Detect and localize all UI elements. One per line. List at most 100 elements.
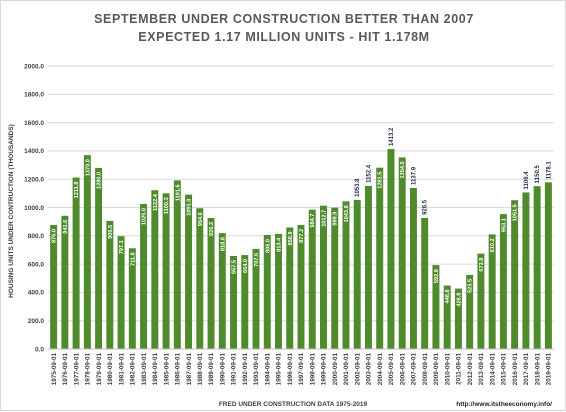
bar [443, 285, 451, 349]
data-label: 806.0 [265, 239, 271, 253]
chart-subtitle: EXPECTED 1.17 MILLION UNITS - HIT 1.178M [138, 30, 429, 44]
x-axis-ticks: 1975-09-01 1976-09-01 1977-09-01 1978-09-01… [51, 353, 553, 386]
data-label: 1413.2 [389, 127, 395, 146]
bar [61, 215, 69, 349]
bar [140, 203, 148, 349]
y-tick-label: 0.0 [35, 346, 44, 353]
bar [466, 274, 474, 349]
x-tick-label: 1992-09-01 [242, 353, 249, 386]
data-label: 1137.9 [411, 166, 417, 185]
x-tick-label: 2009-09-01 [433, 353, 440, 386]
x-tick-label: 2015-09-01 [501, 353, 508, 386]
bar [376, 167, 384, 349]
data-label: 523.5 [468, 279, 474, 293]
data-label: 994.6 [198, 212, 204, 226]
data-label: 1043.8 [344, 205, 350, 222]
data-label: 592.8 [434, 269, 440, 283]
data-label: 905.5 [108, 225, 114, 239]
y-tick-label: 1800.0 [24, 92, 44, 99]
x-tick-label: 1983-09-01 [141, 353, 148, 386]
bar [230, 255, 238, 349]
data-label: 810.2 [490, 238, 496, 252]
bar [398, 157, 406, 349]
bar [477, 253, 485, 349]
x-tick-label: 2014-09-01 [489, 353, 496, 386]
x-tick-label: 1980-09-01 [107, 353, 114, 386]
bar [252, 248, 260, 349]
x-tick-label: 1995-09-01 [276, 353, 283, 386]
data-label: 876.0 [52, 229, 58, 243]
bar [95, 167, 103, 349]
bar [533, 186, 541, 349]
bar [342, 201, 350, 349]
x-tick-label: 2011-09-01 [456, 353, 463, 385]
data-label: 448.8 [445, 289, 451, 303]
bar [421, 217, 429, 349]
bar [353, 199, 361, 349]
data-label: 1280.0 [97, 172, 103, 189]
x-tick-label: 1976-09-01 [62, 353, 69, 386]
bar [297, 224, 305, 349]
bar [151, 190, 159, 349]
data-label: 1178.1 [546, 161, 552, 180]
x-axis-title: FRED UNDER CONSTRUCTION DATA 1975-2019 [219, 401, 368, 408]
x-tick-label: 2004-09-01 [377, 353, 384, 386]
bar [50, 225, 58, 349]
bar [263, 234, 271, 349]
data-label: 1152.4 [366, 164, 372, 183]
data-label: 953.1 [501, 218, 507, 232]
data-label: 1122.4 [153, 193, 159, 211]
bar [218, 233, 226, 349]
data-label: 984.7 [310, 214, 316, 228]
x-tick-label: 1977-09-01 [73, 353, 80, 386]
data-label: 1091.0 [187, 199, 193, 216]
bar [83, 155, 91, 349]
bar [499, 214, 507, 349]
x-tick-label: 1988-09-01 [197, 353, 204, 386]
x-tick-label: 1998-09-01 [309, 353, 316, 386]
data-label: 877.2 [299, 229, 305, 243]
bar [162, 193, 170, 349]
data-labels: 876.0 941.6 1211.8 1370.0 1280.0 905.5 797.1 71… [52, 127, 553, 307]
data-label: 926.5 [423, 199, 429, 215]
y-tick-label: 600.0 [28, 261, 45, 268]
y-axis-ticks: 0.0 200.0 400.0 600.0 800.0 1000.0 1200.0 1400.… [24, 63, 44, 353]
data-label: 818.8 [220, 237, 226, 251]
x-tick-label: 2000-09-01 [332, 353, 339, 386]
x-tick-label: 1991-09-01 [231, 353, 238, 386]
x-tick-label: 2013-09-01 [478, 353, 485, 386]
x-tick-label: 1982-09-01 [130, 353, 137, 386]
x-tick-label: 1999-09-01 [321, 353, 328, 386]
data-label: 1025.0 [142, 208, 148, 225]
bar [331, 207, 339, 349]
x-tick-label: 2005-09-01 [388, 353, 395, 386]
x-tick-label: 1986-09-01 [175, 353, 182, 386]
bar [241, 255, 249, 349]
y-tick-label: 1200.0 [24, 177, 44, 184]
data-label: 1100.3 [164, 197, 170, 214]
x-tick-label: 2008-09-01 [422, 353, 429, 386]
y-axis-title: HOUSING UNITS UNDER CONTRUCTION (THOUSAN… [8, 124, 15, 298]
bar [432, 265, 440, 349]
data-label: 1106.4 [524, 171, 530, 190]
x-tick-label: 2016-09-01 [512, 353, 519, 386]
x-tick-label: 1994-09-01 [264, 353, 271, 386]
bar [275, 233, 282, 349]
data-label: 858.9 [288, 231, 294, 245]
bar [128, 248, 136, 349]
data-label: 711.8 [130, 252, 136, 266]
x-tick-label: 2012-09-01 [467, 353, 474, 386]
x-tick-label: 2007-09-01 [411, 353, 418, 386]
bars [50, 149, 552, 349]
bar [488, 234, 496, 349]
bar [522, 192, 530, 349]
bar [320, 205, 327, 349]
x-tick-label: 2002-09-01 [354, 353, 361, 386]
data-label: 1051.5 [513, 204, 519, 221]
data-label: 657.5 [232, 260, 238, 274]
data-label: 941.6 [63, 220, 69, 234]
x-tick-label: 2010-09-01 [444, 353, 451, 386]
bar [207, 217, 215, 349]
